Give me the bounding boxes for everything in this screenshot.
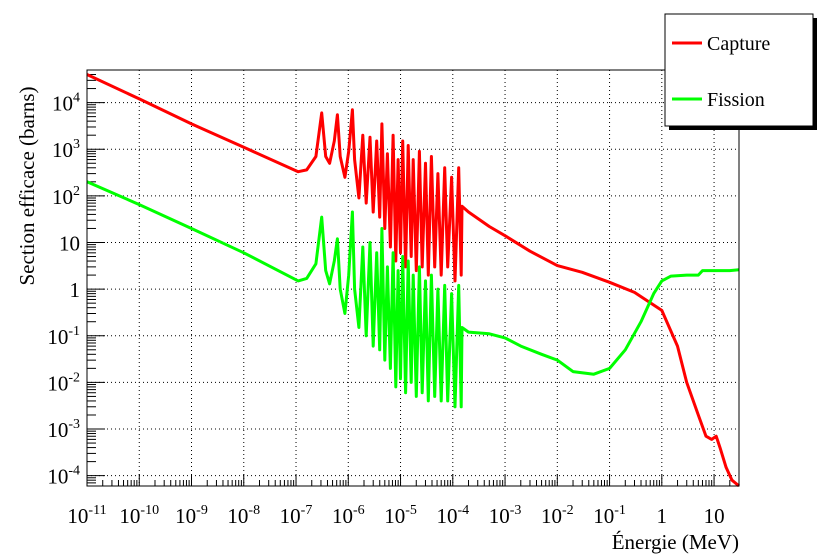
x-tick-label: 10-1 xyxy=(593,503,626,528)
x-tick-label: 10-7 xyxy=(280,503,313,528)
x-tick-label: 10-11 xyxy=(67,503,106,528)
y-tick-labels: 10-4 10-3 10-2 10-1 1 10 102 103 104 xyxy=(47,91,80,489)
x-tick-label: 10-8 xyxy=(227,503,260,528)
x-tick-label: 10 xyxy=(704,504,725,528)
series-line-capture xyxy=(86,73,740,488)
plot-frame xyxy=(86,69,740,487)
x-tick-label: 1 xyxy=(657,504,668,528)
x-tick-labels: 10-11 10-10 10-9 10-8 10-7 10-6 10-5 10-4 10-3 10… xyxy=(67,503,724,528)
y-tick-label: 104 xyxy=(52,91,80,116)
series-line-fission xyxy=(86,180,740,409)
legend: Capture Fission xyxy=(664,13,817,130)
minor-ticks xyxy=(86,74,731,487)
y-tick-label: 10-3 xyxy=(47,417,80,442)
y-tick-label: 1 xyxy=(70,278,81,302)
x-tick-label: 10-3 xyxy=(489,503,522,528)
legend-box xyxy=(664,13,814,127)
series-layer xyxy=(86,73,740,488)
x-tick-label: 10-4 xyxy=(436,503,469,528)
y-tick-label: 10-1 xyxy=(47,324,80,349)
x-tick-label: 10-6 xyxy=(332,503,365,528)
x-axis-title: Énergie (MeV) xyxy=(612,530,739,554)
legend-label-fission: Fission xyxy=(707,89,765,111)
y-tick-label: 10-2 xyxy=(47,370,80,395)
x-tick-label: 10-10 xyxy=(119,503,159,528)
y-tick-label: 102 xyxy=(52,184,80,209)
y-tick-label: 10 xyxy=(59,231,80,255)
x-tick-label: 10-9 xyxy=(175,503,208,528)
x-tick-label: 10-2 xyxy=(541,503,574,528)
y-tick-label: 103 xyxy=(52,137,80,162)
legend-label-capture: Capture xyxy=(707,33,770,55)
y-tick-label: 10-4 xyxy=(47,464,80,489)
y-axis-title: Section efficace (barns) xyxy=(15,86,39,285)
x-tick-label: 10-5 xyxy=(384,503,417,528)
